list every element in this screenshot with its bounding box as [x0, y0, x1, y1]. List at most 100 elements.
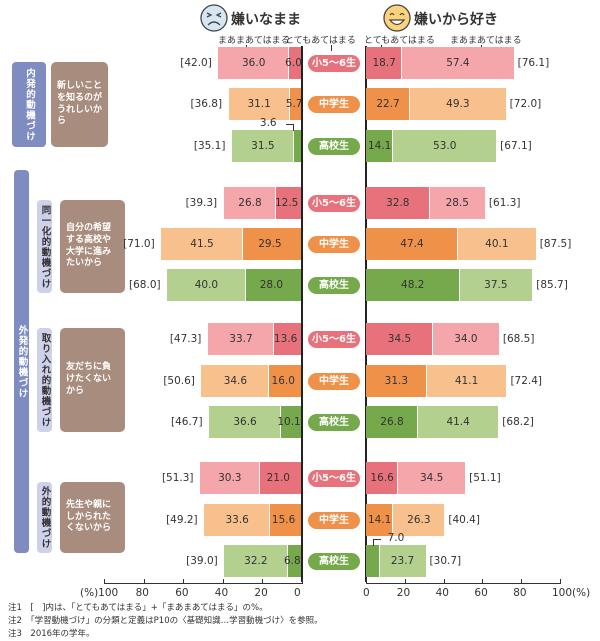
bar-left-somewhat	[231, 130, 293, 162]
label-left-very: 13.6	[273, 333, 298, 345]
label-right-total: [85.7]	[536, 279, 568, 291]
grade-badge: 中学生	[308, 96, 360, 113]
label-left-total: [71.0]	[123, 238, 155, 250]
label-left-somewhat: 40.0	[194, 279, 219, 291]
label-left-very: 10.1	[277, 416, 301, 428]
category-extrinsic: 外発的動機づけ	[14, 170, 29, 553]
grade-badge: 小5～6生	[308, 195, 360, 212]
bar-right-very	[366, 269, 459, 301]
bar-right-somewhat	[379, 545, 426, 577]
label-right-total: [40.4]	[448, 514, 480, 526]
label-left-very: 12.5	[274, 197, 299, 209]
label-right-somewhat: 26.3	[407, 514, 431, 526]
grade-badge: 高校生	[308, 277, 360, 294]
bar-left-somewhat	[167, 269, 245, 301]
right-axis-tick	[482, 579, 484, 584]
bar-left-very	[242, 228, 301, 260]
label-left-somewhat: 34.6	[223, 375, 248, 387]
right-axis-tick-label: 100(%)	[552, 587, 591, 599]
label-left-somewhat: 33.6	[225, 514, 249, 526]
label-left-very: 21.0	[266, 472, 290, 484]
label-right-very: 18.7	[372, 57, 396, 69]
left-axis-tick-label: 40	[214, 587, 229, 599]
grade-badge: 高校生	[308, 138, 360, 155]
grade-badge: 小5～6生	[308, 331, 360, 348]
reason-label: 友だちに負けたくないから	[60, 328, 125, 432]
bar-left-somewhat	[201, 365, 269, 397]
category-intrinsic: 内発的動機づけ	[12, 62, 46, 147]
grade-badge: 中学生	[308, 236, 360, 253]
label-left-somewhat: 31.1	[247, 98, 271, 110]
reason-label: 自分の希望する高校や大学に進みたいから	[60, 200, 125, 293]
label-left-total: [47.3]	[169, 333, 202, 345]
label-right-very: 14.1	[367, 514, 392, 526]
label-right-total: [68.5]	[502, 333, 535, 345]
label-left-very: 6.0	[285, 57, 302, 69]
bar-left-somewhat	[218, 47, 289, 79]
bar-right-somewhat	[410, 88, 506, 120]
label-right-very: 7.0	[387, 532, 405, 544]
bar-right-somewhat	[429, 187, 485, 219]
bar-right-very	[366, 462, 398, 494]
note-2: 注2 「学習動機づけ」の分類と定義はP10の〈基礎知識…学習動機づけ〉を参照。	[8, 616, 323, 626]
label-right-total: [51.1]	[469, 472, 501, 484]
label-left-total: [50.6]	[163, 375, 195, 387]
grade-badge: 中学生	[308, 373, 360, 390]
grade-badge: 中学生	[308, 512, 360, 529]
label-right-very: 26.8	[380, 416, 404, 428]
bar-right-very	[366, 406, 417, 438]
bar-right-somewhat	[459, 269, 533, 301]
label-right-very: 47.4	[400, 238, 424, 250]
label-left-somewhat: 26.8	[238, 197, 262, 209]
label-right-total: [76.1]	[517, 57, 550, 69]
label-right-total: [68.2]	[502, 416, 534, 428]
bar-left-very	[245, 269, 301, 301]
label-left-somewhat: 33.7	[229, 333, 253, 345]
label-left-somewhat: 41.5	[190, 238, 214, 250]
right-axis-tick	[521, 579, 523, 584]
left-axis-tick-label: 20	[254, 587, 268, 599]
bar-left-very	[289, 47, 301, 79]
label-right-somewhat: 23.7	[390, 555, 415, 567]
label-right-somewhat: 40.1	[485, 238, 509, 250]
label-left-very: 5.7	[285, 98, 303, 110]
note-3: 注3 2016年の学年。	[8, 629, 95, 639]
label-left-somewhat: 36.0	[242, 57, 266, 69]
label-right-very: 22.7	[376, 98, 400, 110]
grade-badge: 高校生	[308, 553, 360, 570]
legend-right-somewhat: まあまあてはまる	[450, 36, 522, 46]
bar-right-somewhat	[393, 130, 497, 162]
bar-right-very	[366, 365, 426, 397]
bar-right-very	[366, 228, 457, 260]
label-left-very: 15.6	[271, 514, 296, 526]
label-left-very: 3.6	[259, 117, 277, 129]
bar-left-very	[274, 323, 301, 355]
label-left-very: 16.0	[271, 375, 295, 387]
right-axis-tick-label: 0	[363, 587, 370, 599]
bar-right-somewhat	[398, 462, 466, 494]
right-axis-tick-label: 40	[435, 587, 449, 599]
bar-right-very	[366, 88, 410, 120]
reason-label: 先生や親にしかられたくないから	[60, 482, 125, 553]
bar-right-somewhat	[393, 504, 445, 536]
grade-badge: 小5～6生	[308, 470, 360, 487]
bar-right-very	[366, 504, 393, 536]
label-left-somewhat: 36.6	[233, 416, 257, 428]
left-axis-tick-label: 80	[135, 587, 149, 599]
bar-right-somewhat	[426, 365, 507, 397]
left-axis-tick	[222, 579, 224, 584]
bar-left-very	[289, 88, 301, 120]
left-axis-tick-label: 60	[175, 587, 189, 599]
label-right-somewhat: 37.5	[484, 279, 508, 291]
bar-left-very	[287, 545, 301, 577]
label-left-somewhat: 32.2	[244, 555, 268, 567]
bar-right-very	[366, 47, 402, 79]
bar-left-very	[259, 462, 301, 494]
right-axis-tick-label: 20	[396, 587, 411, 599]
left-axis-tick-label: (%)100	[80, 587, 119, 599]
label-left-total: [51.3]	[161, 472, 194, 484]
label-right-somewhat: 57.4	[446, 57, 470, 69]
left-zero-line	[301, 46, 303, 582]
bar-right-very	[366, 130, 393, 162]
